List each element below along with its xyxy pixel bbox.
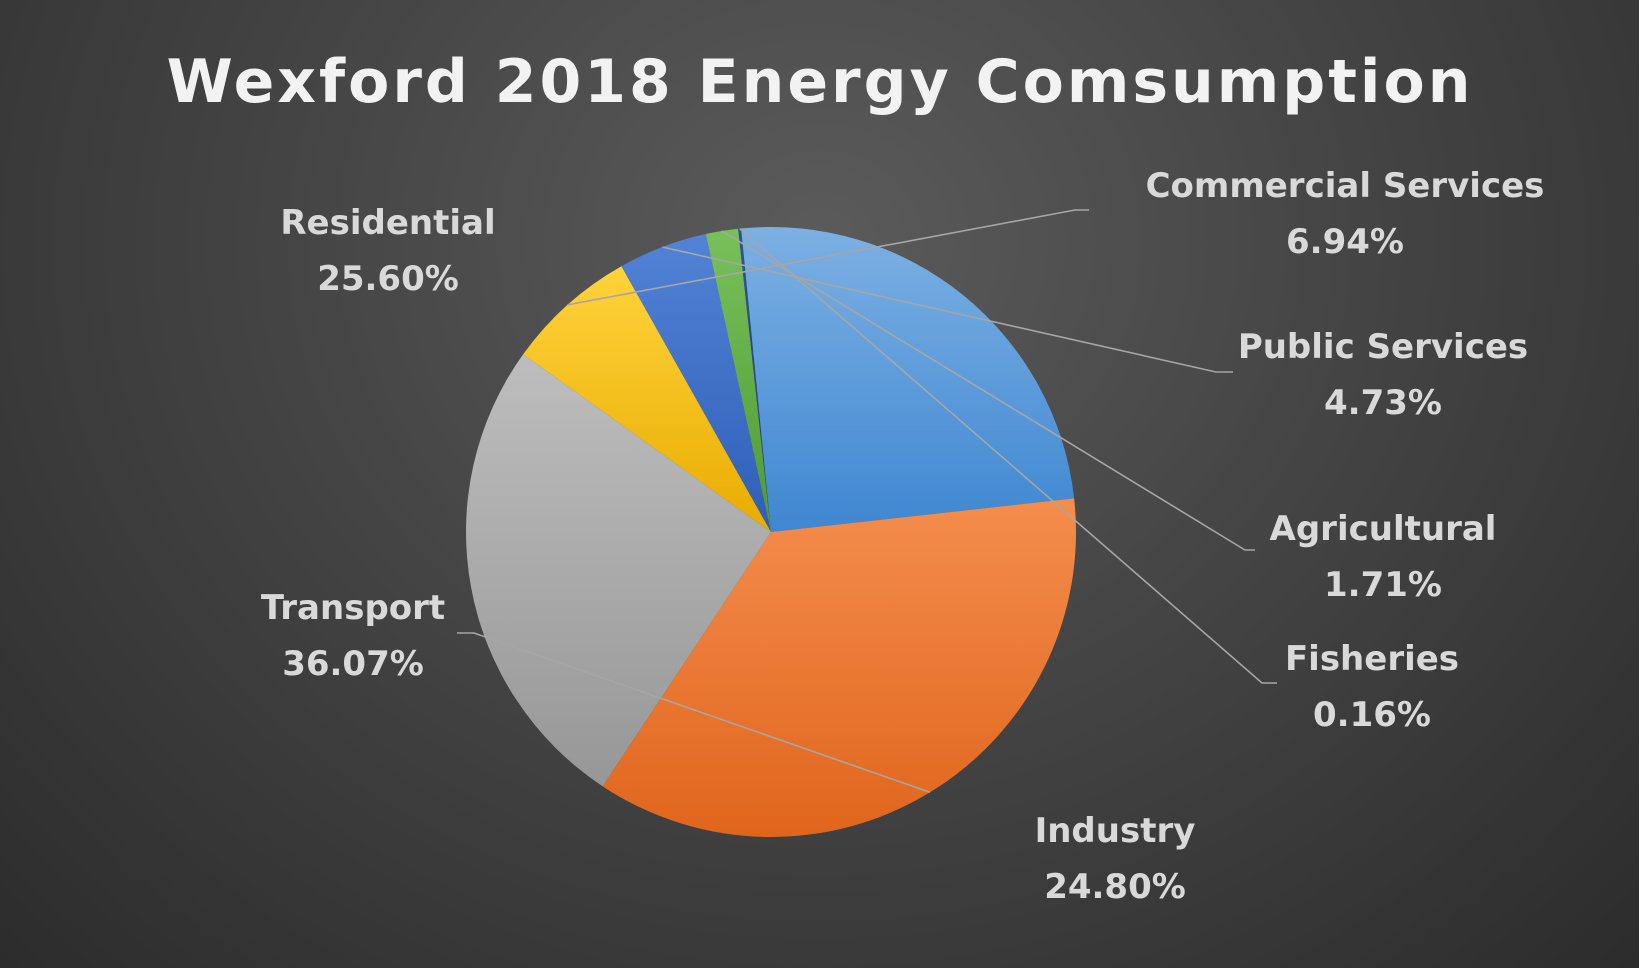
slice-category-label: Transport [261,588,445,628]
slice-category-label: Industry [1035,811,1196,851]
pie-slices [465,226,1077,837]
leader-line-fisheries [739,228,1277,684]
pie-slice-residential [465,354,771,787]
slice-category-label: Residential [280,203,495,243]
pie-slice-public-services [621,234,771,532]
slice-value-label: 6.94% [1286,222,1404,262]
slice-value-label: 36.07% [282,644,424,684]
slice-category-label: Public Services [1238,327,1528,367]
slice-value-label: 24.80% [1044,867,1186,907]
slice-value-label: 1.71% [1324,565,1442,605]
slice-value-label: 4.73% [1324,383,1442,423]
pie-slice-agricultural [705,228,771,532]
leader-line-commercial-services [567,209,1089,306]
leader-line-public-services [662,246,1233,373]
slice-value-label: 0.16% [1313,695,1431,735]
slice-labels: Residential 25.60% Commercial Services 6.94… [261,166,1545,907]
slice-category-label: Fisheries [1285,639,1459,679]
chart-title: Wexford 2018 Energy Comsumption [167,47,1474,117]
leader-lines [457,209,1277,794]
pie-slice-fisheries [738,228,771,533]
pie-slice-transport [602,498,1077,837]
pie-slice-commercial-services [523,266,771,532]
slice-value-label: 25.60% [317,259,459,299]
slice-category-label: Commercial Services [1146,166,1545,206]
leader-line-transport [457,632,931,794]
leader-line-agricultural [721,230,1255,551]
slice-category-label: Agricultural [1270,509,1497,549]
